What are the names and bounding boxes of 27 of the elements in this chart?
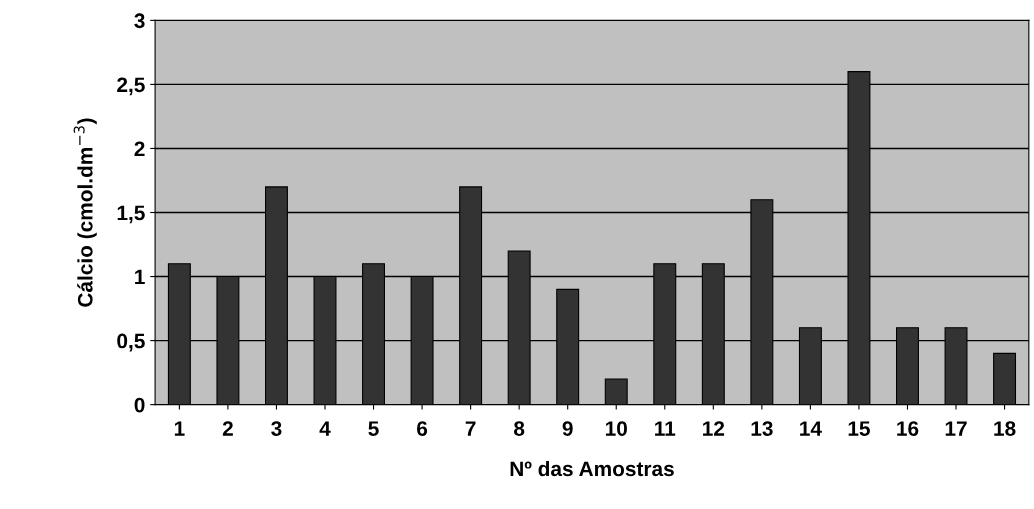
x-tick-label: 13: [751, 421, 773, 436]
y-tick-label: 0: [134, 397, 145, 413]
y-tick-label: 2,5: [117, 77, 145, 96]
x-tick-label: 6: [417, 421, 428, 436]
x-tick-label: 17: [945, 421, 967, 436]
x-tick-label: 5: [368, 421, 379, 436]
x-tick-label: 18: [994, 421, 1016, 436]
y-tick-label: 3: [134, 13, 145, 29]
y-tick-label: 0,5: [117, 333, 145, 352]
y-axis-title: Cálcio (cmol.dm$^{−3}$): [73, 118, 97, 307]
x-tick-label: 4: [319, 421, 331, 436]
x-tick-label: 1: [174, 421, 185, 436]
x-tick-label: 2: [222, 421, 233, 436]
x-axis-title: Nº das Amostras: [510, 460, 674, 477]
y-tick-label: 1: [135, 269, 145, 285]
x-tick-label: 11: [655, 421, 676, 436]
x-tick-label: 10: [605, 421, 627, 436]
y-tick-label: 2: [134, 141, 145, 157]
x-tick-label: 16: [897, 421, 919, 436]
x-tick-label: 9: [562, 421, 573, 436]
x-tick-label: 7: [465, 421, 476, 436]
x-tick-label: 8: [514, 421, 525, 436]
x-tick-label: 3: [271, 421, 282, 436]
x-tick-label: 15: [848, 421, 870, 436]
y-tick-label: 1,5: [117, 205, 145, 224]
x-tick-label: 12: [703, 421, 725, 436]
x-tick-label: 14: [800, 421, 822, 436]
